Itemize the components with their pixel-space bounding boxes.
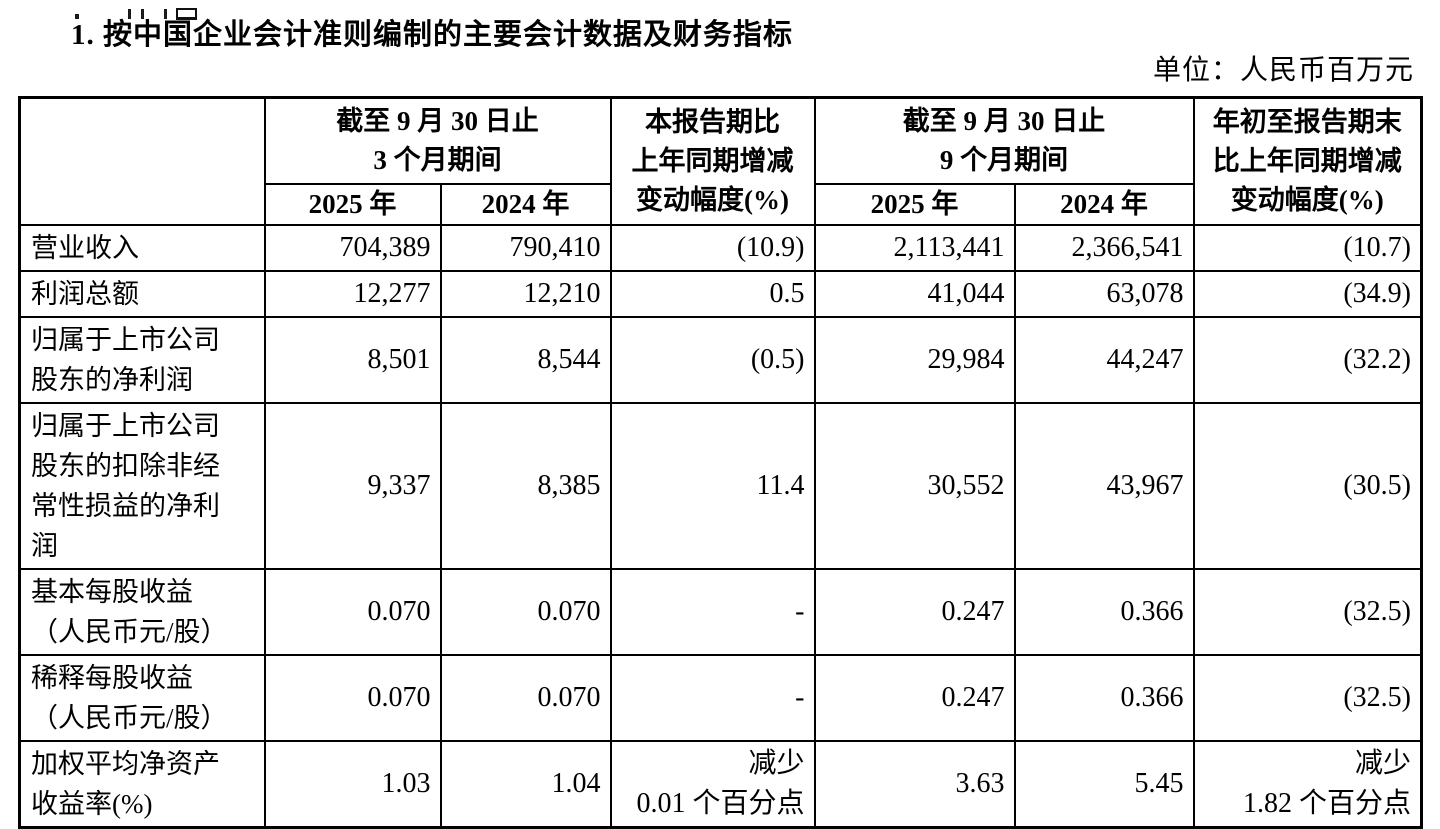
header-year-2024-9m: 2024 年 — [1013, 182, 1195, 226]
cell-ytd-change: (30.5) — [1192, 401, 1423, 570]
row-label: 加权平均净资产 收益率(%) — [18, 739, 266, 828]
cell-9m-2024: 44,247 — [1013, 315, 1195, 404]
cell-9m-2025: 0.247 — [813, 567, 1016, 656]
clipped-text-artifact — [128, 9, 131, 19]
cell-ytd-change: (10.7) — [1192, 223, 1423, 272]
header-year-2025-3m: 2025 年 — [263, 182, 442, 226]
financial-indicators-table: 截至 9 月 30 日止 3 个月期间 本报告期比 上年同期增减 变动幅度(%)… — [18, 96, 1423, 829]
row-label: 基本每股收益 （人民币元/股） — [18, 567, 266, 656]
header-period-9m: 截至 9 月 30 日止 9 个月期间 — [813, 96, 1195, 185]
cell-3m-change: 减少 0.01 个百分点 — [609, 739, 816, 828]
cell-9m-2025: 2,113,441 — [813, 223, 1016, 272]
header-period-3m: 截至 9 月 30 日止 3 个月期间 — [263, 96, 612, 185]
table-row-revenue: 营业收入 704,389 790,410 (10.9) 2,113,441 2,… — [18, 223, 1423, 272]
clipped-text-artifact — [164, 9, 167, 19]
cell-3m-2024: 8,544 — [439, 315, 612, 404]
table-row-basic-eps: 基本每股收益 （人民币元/股） 0.070 0.070 - 0.247 0.36… — [18, 567, 1423, 656]
cell-3m-2024: 8,385 — [439, 401, 612, 570]
cell-9m-2024: 2,366,541 — [1013, 223, 1195, 272]
cell-ytd-change: 减少 1.82 个百分点 — [1192, 739, 1423, 828]
cell-3m-2025: 1.03 — [263, 739, 442, 828]
cell-3m-change: 11.4 — [609, 401, 816, 570]
clipped-text-artifact — [176, 8, 197, 20]
cell-3m-2025: 9,337 — [263, 401, 442, 570]
cell-9m-2024: 5.45 — [1013, 739, 1195, 828]
cell-3m-2025: 704,389 — [263, 223, 442, 272]
cell-3m-change: - — [609, 653, 816, 742]
row-label: 归属于上市公司 股东的扣除非经 常性损益的净利 润 — [18, 401, 266, 570]
cell-3m-2024: 0.070 — [439, 567, 612, 656]
cell-3m-change: - — [609, 567, 816, 656]
cell-9m-2025: 30,552 — [813, 401, 1016, 570]
page-title: 1. 按中国企业会计准则编制的主要会计数据及财务指标 — [71, 19, 794, 51]
clipped-text-artifact — [75, 14, 79, 19]
table-row-net-profit: 归属于上市公司 股东的净利润 8,501 8,544 (0.5) 29,984 … — [18, 315, 1423, 404]
table-row-net-profit-excl-nonrecurring: 归属于上市公司 股东的扣除非经 常性损益的净利 润 9,337 8,385 11… — [18, 401, 1423, 570]
table-row-weighted-avg-roe: 加权平均净资产 收益率(%) 1.03 1.04 减少 0.01 个百分点 3.… — [18, 739, 1423, 828]
cell-9m-2024: 0.366 — [1013, 653, 1195, 742]
cell-9m-2025: 0.247 — [813, 653, 1016, 742]
cell-9m-2025: 41,044 — [813, 269, 1016, 318]
cell-ytd-change: (34.9) — [1192, 269, 1423, 318]
cell-3m-2024: 12,210 — [439, 269, 612, 318]
cell-3m-2025: 12,277 — [263, 269, 442, 318]
cell-9m-2025: 29,984 — [813, 315, 1016, 404]
row-label: 归属于上市公司 股东的净利润 — [18, 315, 266, 404]
cell-3m-2024: 790,410 — [439, 223, 612, 272]
cell-9m-2025: 3.63 — [813, 739, 1016, 828]
corner-cell — [18, 96, 266, 226]
header-change-ytd: 年初至报告期末 比上年同期增减 变动幅度(%) — [1192, 96, 1423, 226]
cell-ytd-change: (32.5) — [1192, 567, 1423, 656]
table-row-diluted-eps: 稀释每股收益 （人民币元/股） 0.070 0.070 - 0.247 0.36… — [18, 653, 1423, 742]
table-row-total-profit: 利润总额 12,277 12,210 0.5 41,044 63,078 (34… — [18, 269, 1423, 318]
header-change-3m: 本报告期比 上年同期增减 变动幅度(%) — [609, 96, 816, 226]
cell-9m-2024: 0.366 — [1013, 567, 1195, 656]
row-label: 营业收入 — [18, 223, 266, 272]
cell-3m-2025: 8,501 — [263, 315, 442, 404]
cell-3m-2025: 0.070 — [263, 567, 442, 656]
cell-3m-2024: 0.070 — [439, 653, 612, 742]
cell-3m-2025: 0.070 — [263, 653, 442, 742]
cell-ytd-change: (32.5) — [1192, 653, 1423, 742]
cell-ytd-change: (32.2) — [1192, 315, 1423, 404]
cell-3m-change: (0.5) — [609, 315, 816, 404]
header-year-row: 2025 年 2024 年 2025 年 2024 年 — [20, 182, 1422, 226]
cell-3m-change: 0.5 — [609, 269, 816, 318]
cell-3m-change: (10.9) — [609, 223, 816, 272]
cell-9m-2024: 43,967 — [1013, 401, 1195, 570]
cell-9m-2024: 63,078 — [1013, 269, 1195, 318]
header-year-2024-3m: 2024 年 — [439, 182, 612, 226]
row-label: 稀释每股收益 （人民币元/股） — [18, 653, 266, 742]
clipped-text-artifact — [141, 9, 144, 19]
unit-note: 单位：人民币百万元 — [1152, 55, 1414, 86]
header-group-row: 截至 9 月 30 日止 3 个月期间 本报告期比 上年同期增减 变动幅度(%)… — [18, 96, 1423, 226]
cell-3m-2024: 1.04 — [439, 739, 612, 828]
row-label: 利润总额 — [18, 269, 266, 318]
header-year-2025-9m: 2025 年 — [813, 182, 1016, 226]
